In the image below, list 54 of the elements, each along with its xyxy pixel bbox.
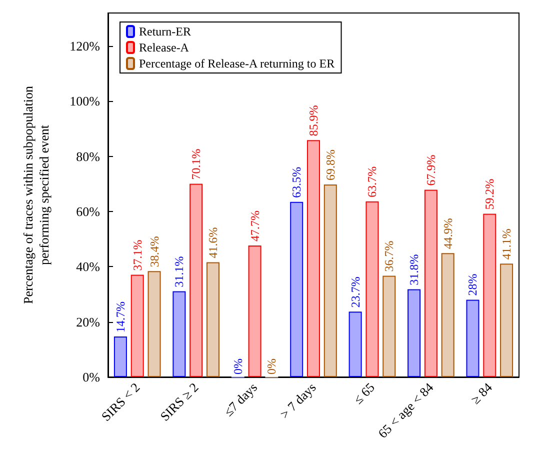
bar	[500, 264, 514, 377]
data-label: 63.5%	[290, 166, 304, 198]
bar	[466, 300, 480, 377]
bar	[248, 245, 262, 377]
data-label: 0%	[264, 358, 279, 374]
y-tick-label: 60%	[76, 204, 100, 220]
bar	[424, 190, 438, 377]
data-label: 37.1%	[130, 240, 144, 271]
data-label: 23.7%	[348, 276, 362, 308]
data-label: 69.8%	[323, 150, 338, 181]
bar	[206, 262, 220, 377]
bar	[130, 274, 144, 377]
bar	[382, 276, 396, 377]
x-tick-label: ≤7 days	[220, 380, 260, 420]
data-label: 38.4%	[147, 236, 162, 268]
data-label: 36.7%	[382, 240, 396, 272]
data-label: 41.1%	[500, 228, 514, 260]
y-tick-label: 120%	[70, 38, 100, 54]
bar	[148, 271, 161, 377]
bar	[190, 184, 203, 377]
bar	[348, 312, 362, 377]
data-label: 28%	[466, 274, 480, 296]
legend-label: Percentage of Release-A returning to ER	[139, 56, 335, 70]
legend-label: Release-A	[139, 40, 190, 54]
data-label: 85.9%	[306, 105, 320, 136]
data-label: 67.9%	[424, 154, 438, 186]
bar	[366, 201, 379, 377]
bar	[172, 291, 186, 377]
y-tick-label: 0%	[82, 370, 100, 384]
bar	[483, 214, 496, 377]
y-axis-title: Percentage of traces within subpopulation performing specified event	[20, 85, 52, 304]
legend-label: Return-ER	[139, 24, 191, 38]
data-label: 41.6%	[206, 227, 220, 258]
data-label: 59.2%	[482, 178, 497, 210]
y-tick-label: 100%	[70, 94, 100, 109]
data-label: 44.9%	[440, 218, 455, 250]
x-tick-label: ≥ 84	[468, 379, 496, 407]
bar	[441, 253, 454, 377]
data-label: 63.7%	[365, 166, 380, 198]
data-label: 31.8%	[407, 254, 422, 286]
bar	[114, 336, 127, 377]
bar	[307, 140, 320, 377]
y-tick-label: 80%	[76, 148, 100, 164]
bar	[324, 184, 337, 377]
y-tick-label: 20%	[76, 314, 100, 330]
x-tick-label: > 7 days	[277, 380, 319, 422]
bar	[408, 289, 421, 377]
bar	[290, 202, 304, 377]
data-label: 70.1%	[189, 148, 204, 180]
data-label: 0%	[230, 358, 245, 374]
data-label: 14.7%	[113, 301, 128, 332]
y-tick-label: 40%	[76, 259, 100, 274]
data-label: 47.7%	[248, 210, 262, 242]
data-label: 31.1%	[172, 256, 186, 288]
